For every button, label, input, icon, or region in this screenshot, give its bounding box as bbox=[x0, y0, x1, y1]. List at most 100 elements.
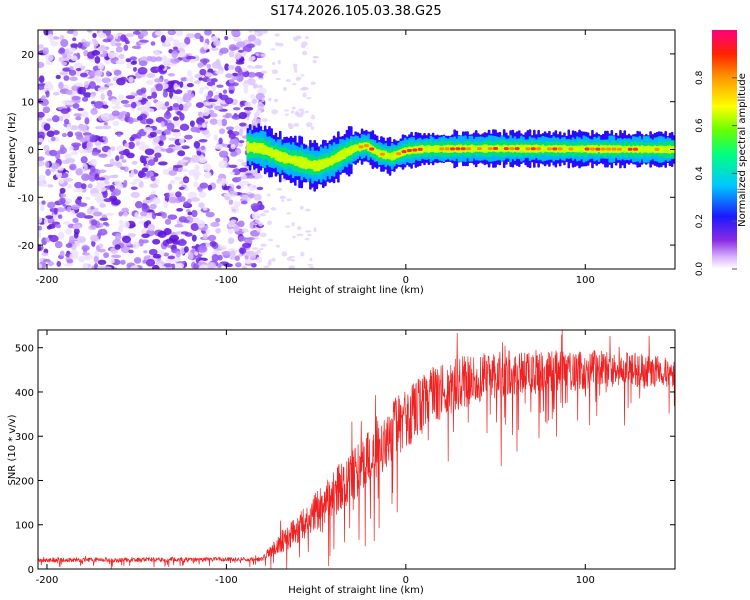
noise-blob bbox=[87, 183, 93, 189]
noise-blob bbox=[257, 204, 265, 211]
noise-blob bbox=[41, 252, 49, 257]
noise-blob-faint bbox=[246, 116, 250, 121]
noise-blob bbox=[201, 129, 210, 135]
noise-blob bbox=[218, 137, 223, 145]
snr-x-tick-label: -200 bbox=[36, 575, 59, 586]
noise-blob bbox=[246, 78, 256, 86]
noise-blob-faint bbox=[257, 77, 265, 80]
noise-blob bbox=[63, 262, 74, 267]
noise-blob bbox=[69, 165, 75, 170]
noise-blob bbox=[137, 67, 148, 75]
noise-blob bbox=[78, 149, 88, 154]
noise-blob bbox=[197, 220, 206, 228]
noise-blob bbox=[68, 145, 74, 151]
noise-blob bbox=[76, 236, 86, 244]
spectrogram-y-tick-label: 10 bbox=[21, 98, 34, 109]
spectrogram-x-tick-label: 0 bbox=[403, 275, 409, 286]
signal-peak bbox=[503, 147, 509, 151]
noise-blob bbox=[232, 37, 242, 42]
signal-band-cell bbox=[621, 146, 624, 153]
noise-blob-faint bbox=[254, 236, 259, 240]
spectrogram-y-tick-label: 0 bbox=[28, 146, 34, 157]
noise-blob bbox=[63, 75, 70, 81]
noise-blob bbox=[142, 259, 147, 264]
noise-blob bbox=[172, 119, 181, 127]
noise-blob bbox=[80, 183, 87, 190]
noise-blob bbox=[76, 212, 86, 219]
noise-blob bbox=[38, 180, 45, 187]
signal-band-cell bbox=[576, 145, 579, 153]
noise-blob bbox=[168, 30, 174, 34]
noise-blob bbox=[162, 90, 168, 98]
noise-blob bbox=[151, 91, 158, 99]
noise-blob-faint bbox=[293, 123, 300, 127]
noise-blob bbox=[97, 259, 107, 265]
noise-blob bbox=[91, 50, 101, 56]
noise-blob bbox=[218, 92, 223, 99]
noise-blob bbox=[236, 74, 244, 82]
noise-blob bbox=[49, 168, 57, 172]
noise-blob bbox=[101, 228, 107, 235]
noise-blob bbox=[51, 115, 60, 123]
noise-blob bbox=[121, 207, 130, 213]
noise-blob bbox=[157, 230, 167, 238]
signal-band-cell bbox=[276, 150, 280, 162]
noise-blob bbox=[238, 236, 246, 242]
noise-blob bbox=[187, 191, 198, 199]
signal-band-cell bbox=[429, 145, 433, 153]
signal-peak bbox=[439, 147, 445, 151]
signal-band-cell bbox=[578, 145, 581, 153]
noise-blob bbox=[107, 51, 116, 59]
spectrogram-x-label: Height of straight line (km) bbox=[288, 285, 424, 296]
signal-band-cell bbox=[425, 145, 428, 153]
signal-band-cell bbox=[660, 145, 663, 154]
noise-blob bbox=[38, 230, 42, 238]
noise-blob bbox=[38, 174, 46, 181]
noise-blob bbox=[186, 83, 194, 88]
noise-blob bbox=[69, 66, 74, 71]
noise-blob bbox=[146, 73, 156, 78]
noise-blob bbox=[241, 265, 247, 269]
noise-blob bbox=[210, 47, 219, 51]
signal-band-cell bbox=[334, 153, 338, 163]
noise-blob bbox=[73, 232, 79, 239]
noise-blob bbox=[145, 170, 151, 178]
noise-blob-faint bbox=[257, 174, 263, 179]
noise-blob bbox=[141, 233, 150, 238]
noise-blob bbox=[84, 81, 89, 89]
noise-blob bbox=[55, 74, 61, 80]
snr-y-ticks: 0 100 200 300 400 500 bbox=[15, 344, 675, 576]
noise-blob bbox=[241, 113, 247, 119]
noise-blob bbox=[221, 250, 231, 256]
noise-blob-faint bbox=[268, 238, 273, 242]
noise-blob bbox=[115, 232, 122, 241]
noise-blob bbox=[123, 44, 129, 51]
signal-band-cell bbox=[339, 150, 342, 161]
snr-y-tick-label: 100 bbox=[15, 521, 34, 532]
noise-blob bbox=[102, 135, 108, 141]
noise-blob bbox=[177, 150, 186, 157]
noise-blob bbox=[155, 56, 163, 62]
noise-blob bbox=[158, 140, 164, 147]
noise-blob bbox=[131, 160, 138, 165]
noise-blob-faint bbox=[280, 199, 285, 202]
noise-blob bbox=[211, 253, 219, 262]
noise-blob bbox=[114, 42, 122, 47]
noise-blob-faint bbox=[247, 64, 253, 69]
signal-band-cell bbox=[248, 143, 252, 152]
noise-blob bbox=[219, 128, 226, 135]
spectrogram-x-ticks: -200 -100 0 100 bbox=[36, 30, 595, 286]
signal-band-cell bbox=[281, 152, 284, 163]
noise-blob bbox=[250, 203, 260, 211]
noise-blob bbox=[95, 245, 101, 252]
noise-blob bbox=[213, 94, 219, 101]
noise-blob bbox=[52, 212, 61, 221]
signal-band-cell bbox=[328, 157, 332, 166]
noise-blob bbox=[238, 140, 245, 144]
noise-blob bbox=[182, 168, 188, 173]
noise-blob bbox=[70, 43, 79, 48]
noise-blob-faint bbox=[312, 56, 319, 59]
noise-blob bbox=[125, 95, 136, 100]
noise-blob bbox=[141, 93, 147, 99]
noise-blob-faint bbox=[284, 225, 291, 228]
